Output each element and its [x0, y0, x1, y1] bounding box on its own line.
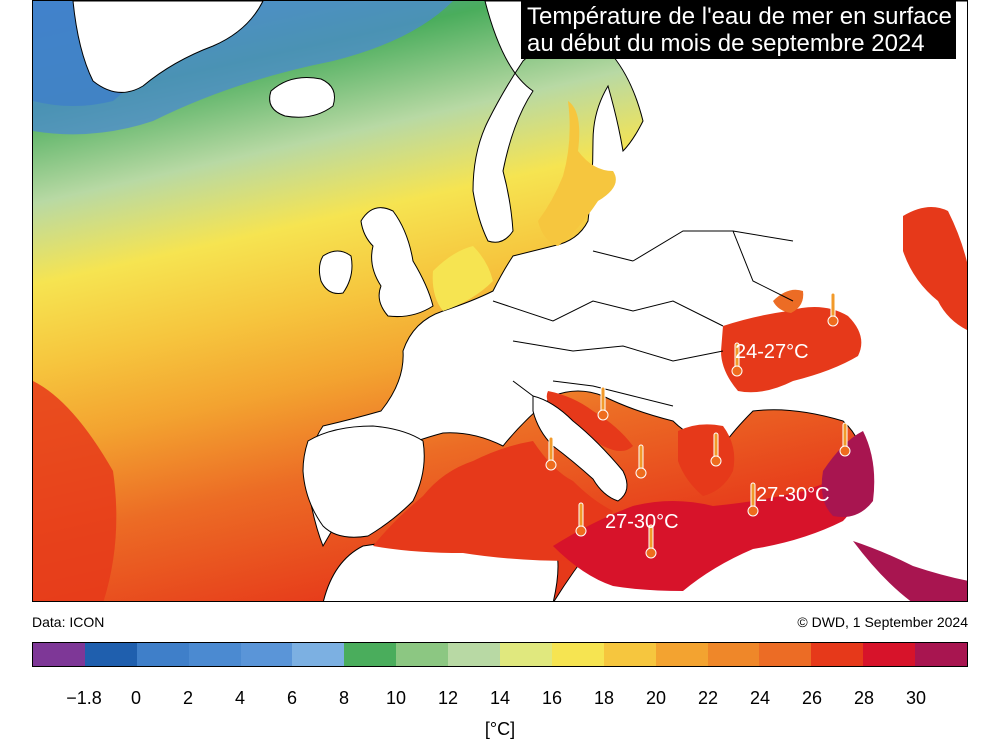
- caspian-sea: [903, 207, 967, 330]
- iberia-land: [302, 425, 425, 538]
- colorbar-segment: [603, 643, 656, 666]
- colorbar-segment: [344, 643, 397, 666]
- map-title: Température de l'eau de mer en surface a…: [521, 1, 956, 59]
- data-source-label: Data: ICON: [32, 614, 105, 630]
- warm-atlantic-pocket: [33, 381, 117, 601]
- colorbar-unit-label: [°C]: [484, 719, 516, 739]
- colorbar-tick-label: 10: [385, 688, 407, 708]
- thermometer-icon: [731, 342, 743, 377]
- colorbar-segment: [707, 643, 760, 666]
- colorbar-tick-label: 20: [645, 688, 667, 708]
- colorbar-segment: [33, 643, 85, 666]
- greenland-land: [72, 1, 264, 93]
- central-mediterranean-temperature-label: 27-30°C: [605, 511, 679, 533]
- colorbar-tick-label: 16: [541, 688, 563, 708]
- great-britain-land: [360, 207, 434, 317]
- colorbar-segment: [500, 643, 552, 666]
- colorbar-tick-label: 14: [489, 688, 511, 708]
- colorbar-tick-label: 26: [801, 688, 823, 708]
- sea-temperature-map: Température de l'eau de mer en surface a…: [32, 0, 968, 602]
- colorbar-tick-label: 12: [437, 688, 459, 708]
- north-sea: [432, 246, 493, 311]
- colorbar-tick-label: 4: [234, 688, 246, 708]
- title-line-1: Température de l'eau de mer en surface: [527, 3, 952, 30]
- thermometer-icon: [575, 502, 587, 537]
- black-sea: [721, 307, 862, 393]
- colorbar-segment: [84, 643, 137, 666]
- aegean-sea: [678, 424, 735, 496]
- colorbar-tick-label: 8: [338, 688, 350, 708]
- colorbar-tick-label: 30: [905, 688, 927, 708]
- colorbar-tick-label: 0: [130, 688, 142, 708]
- eastern-mediterranean-temperature-label: 27-30°C: [756, 484, 830, 506]
- sea-of-azov: [773, 289, 804, 313]
- colorbar-segment: [655, 643, 708, 666]
- thermometer-icon: [645, 524, 657, 559]
- thermometer-icon: [597, 386, 609, 421]
- colorbar-tick-label: 24: [749, 688, 771, 708]
- copyright-label: © DWD, 1 September 2024: [797, 614, 968, 630]
- country-borders: [492, 230, 794, 407]
- colorbar-segment: [811, 643, 864, 666]
- colorbar-tick-label: 28: [853, 688, 875, 708]
- thermometer-icon: [545, 436, 557, 471]
- thermometer-icon: [710, 432, 722, 467]
- adriatic-sea: [546, 391, 633, 451]
- colorbar-ticks: −1.8 0 2 4 6 8 10 12 14 16 18 20 22 24 26 28 30: [32, 688, 968, 712]
- colorbar-segment: [759, 643, 812, 666]
- colorbar-tick-label: 6: [286, 688, 298, 708]
- colorbar-segment: [915, 643, 968, 666]
- thermometer-markers: [545, 292, 851, 559]
- ireland-land: [318, 250, 353, 294]
- map-canvas: [33, 1, 967, 601]
- colorbar-segment: [396, 643, 449, 666]
- colorbar-segment: [136, 643, 189, 666]
- iceland-land: [269, 77, 335, 118]
- western-mediterranean: [373, 441, 613, 561]
- thermometer-icon: [827, 292, 839, 327]
- colorbar-segment: [448, 643, 501, 666]
- thermometer-icon: [635, 444, 647, 479]
- colorbar-tick-label: 2: [182, 688, 194, 708]
- thermometer-icon: [839, 422, 851, 457]
- colorbar-segment: [188, 643, 241, 666]
- colorbar-tick-label: 18: [593, 688, 615, 708]
- title-line-2: au début du mois de septembre 2024: [527, 30, 925, 57]
- temperature-colorbar: [32, 642, 968, 667]
- red-sea: [853, 541, 967, 601]
- colorbar-segment: [551, 643, 604, 666]
- colorbar-segment: [863, 643, 916, 666]
- levant-warm-water: [821, 431, 875, 517]
- colorbar-tick-label: 22: [697, 688, 719, 708]
- black-sea-temperature-label: 24-27°C: [735, 341, 809, 363]
- thermometer-icon: [747, 482, 759, 517]
- europe-land: [306, 1, 967, 601]
- colorbar-segment: [292, 643, 345, 666]
- central-mediterranean-sea: [553, 471, 857, 591]
- colorbar-segment: [240, 643, 293, 666]
- baltic-sea: [538, 101, 616, 246]
- colorbar-tick-label: −1.8: [66, 688, 102, 708]
